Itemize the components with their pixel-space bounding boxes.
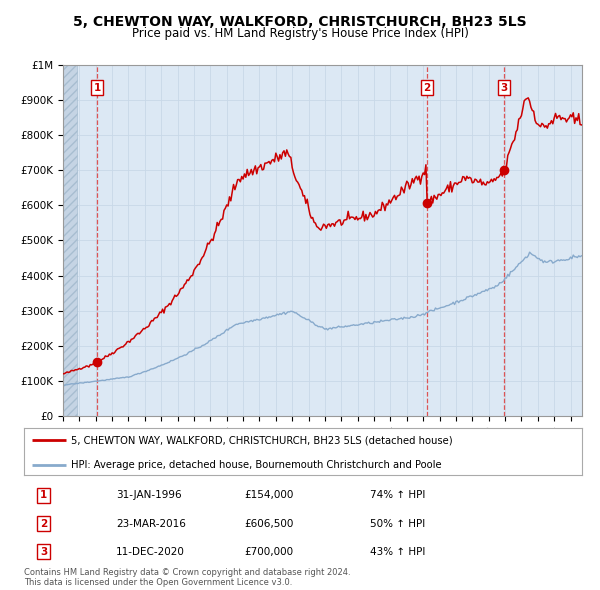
Text: 74% ↑ HPI: 74% ↑ HPI bbox=[370, 490, 425, 500]
Text: £700,000: £700,000 bbox=[244, 547, 293, 557]
Text: 1: 1 bbox=[40, 490, 47, 500]
Text: £606,500: £606,500 bbox=[244, 519, 294, 529]
Text: 2: 2 bbox=[40, 519, 47, 529]
Text: 43% ↑ HPI: 43% ↑ HPI bbox=[370, 547, 425, 557]
Bar bbox=[63, 65, 77, 416]
Text: 23-MAR-2016: 23-MAR-2016 bbox=[116, 519, 186, 529]
Text: 2: 2 bbox=[423, 83, 430, 93]
Text: 11-DEC-2020: 11-DEC-2020 bbox=[116, 547, 185, 557]
Text: 3: 3 bbox=[500, 83, 508, 93]
Text: Contains HM Land Registry data © Crown copyright and database right 2024.
This d: Contains HM Land Registry data © Crown c… bbox=[24, 568, 350, 587]
Text: 31-JAN-1996: 31-JAN-1996 bbox=[116, 490, 182, 500]
Text: 3: 3 bbox=[40, 547, 47, 557]
Text: 50% ↑ HPI: 50% ↑ HPI bbox=[370, 519, 425, 529]
Text: 1: 1 bbox=[94, 83, 101, 93]
Text: £154,000: £154,000 bbox=[244, 490, 294, 500]
Text: HPI: Average price, detached house, Bournemouth Christchurch and Poole: HPI: Average price, detached house, Bour… bbox=[71, 460, 442, 470]
Text: Price paid vs. HM Land Registry's House Price Index (HPI): Price paid vs. HM Land Registry's House … bbox=[131, 27, 469, 40]
Text: 5, CHEWTON WAY, WALKFORD, CHRISTCHURCH, BH23 5LS: 5, CHEWTON WAY, WALKFORD, CHRISTCHURCH, … bbox=[73, 15, 527, 29]
Text: 5, CHEWTON WAY, WALKFORD, CHRISTCHURCH, BH23 5LS (detached house): 5, CHEWTON WAY, WALKFORD, CHRISTCHURCH, … bbox=[71, 435, 453, 445]
